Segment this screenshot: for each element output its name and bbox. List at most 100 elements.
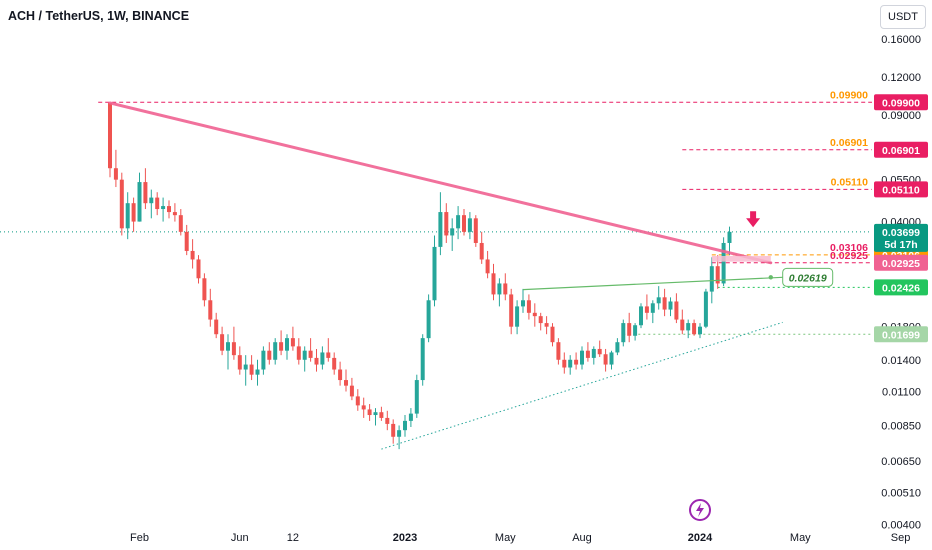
candle <box>568 355 573 375</box>
candle-body <box>491 273 496 295</box>
candle <box>196 255 201 284</box>
candle-body <box>709 266 714 292</box>
level-text-label: 0.05110 <box>831 176 869 188</box>
candle-body <box>615 342 620 353</box>
price-badge-text: 0.09900 <box>882 97 920 109</box>
x-tick-label: May <box>790 532 811 544</box>
candle-body <box>585 350 590 358</box>
candle-body <box>391 423 396 437</box>
x-tick-label: 2024 <box>688 532 713 544</box>
candle-body <box>503 283 508 295</box>
currency-button[interactable]: USDT <box>880 5 926 29</box>
x-tick-label: 12 <box>287 532 299 544</box>
price-badge-bg <box>874 254 928 271</box>
candle <box>149 189 154 219</box>
candle <box>456 206 461 240</box>
descending-resistance-line <box>108 101 773 265</box>
candle-body <box>125 203 130 229</box>
price-badge-bg <box>874 279 928 296</box>
y-tick-label: 0.00510 <box>881 488 921 500</box>
candle-body <box>609 352 614 365</box>
candle <box>408 408 413 428</box>
candle <box>515 300 520 335</box>
candle-body <box>137 182 142 222</box>
candle <box>703 288 708 329</box>
candle <box>161 197 166 222</box>
candle <box>698 323 702 339</box>
x-tick-label: 2023 <box>393 532 417 544</box>
candle-body <box>296 346 301 360</box>
candle <box>344 369 348 392</box>
candle-body <box>580 350 584 365</box>
price-badge: 0.01699 <box>874 326 928 343</box>
candle <box>172 203 177 222</box>
candle <box>609 350 614 370</box>
candle <box>308 338 313 362</box>
candle <box>432 235 437 307</box>
candle <box>686 319 691 339</box>
x-tick-label: May <box>495 532 516 544</box>
candle <box>639 303 643 329</box>
candle <box>290 326 295 351</box>
candle <box>627 312 632 343</box>
candle <box>497 278 502 307</box>
candle <box>131 197 136 232</box>
candle-body <box>462 215 466 232</box>
price-badge-text: 0.02426 <box>882 282 920 294</box>
candle <box>361 397 366 418</box>
y-tick-label: 0.00650 <box>881 456 921 468</box>
y-tick-label: 0.12000 <box>881 72 921 84</box>
candle-body <box>326 352 331 358</box>
candle-body <box>208 300 213 320</box>
candle-body <box>231 342 236 356</box>
candle <box>491 263 496 301</box>
price-badge: 0.05110 <box>874 181 928 198</box>
candle-body <box>456 215 461 229</box>
candle-body <box>261 350 266 370</box>
candle <box>220 326 225 356</box>
candle-body <box>721 242 726 284</box>
neckline-line <box>522 276 783 291</box>
candle-body <box>131 203 136 222</box>
candle <box>574 352 579 370</box>
countdown-text: 5d 17h <box>884 239 917 251</box>
candle <box>467 212 472 240</box>
trendlines <box>108 101 783 450</box>
candle-body <box>285 338 289 351</box>
candle-body <box>556 342 561 360</box>
candle <box>349 377 354 401</box>
candle-body <box>550 326 555 343</box>
candle-body <box>214 319 219 335</box>
level-text-label: 0.06901 <box>830 137 868 149</box>
candle-body <box>568 359 573 368</box>
x-tick-label: Jun <box>231 532 249 544</box>
candle-body <box>603 354 608 365</box>
y-tick-label: 0.16000 <box>881 34 921 46</box>
candle-body <box>302 350 307 360</box>
candle-body <box>591 348 596 358</box>
candle-body <box>273 342 278 360</box>
candle-body <box>680 319 685 331</box>
candle-body <box>703 291 708 327</box>
candle <box>143 168 148 210</box>
current-price-badge-bg <box>874 223 928 252</box>
candle-body <box>414 380 419 414</box>
candle <box>125 192 130 240</box>
candle <box>485 250 490 279</box>
candle <box>320 346 325 370</box>
candle-body <box>650 303 655 313</box>
candle <box>532 303 537 327</box>
candle <box>473 215 478 247</box>
candle <box>249 355 254 381</box>
candle <box>585 342 590 362</box>
candle <box>184 224 189 256</box>
candle-body <box>155 197 160 210</box>
candle <box>621 319 626 347</box>
candle-body <box>178 215 183 232</box>
candle-body <box>467 218 472 232</box>
candle-body <box>338 369 343 381</box>
candle-body <box>279 342 284 351</box>
candle-body <box>698 326 702 335</box>
candle-body <box>633 325 638 336</box>
